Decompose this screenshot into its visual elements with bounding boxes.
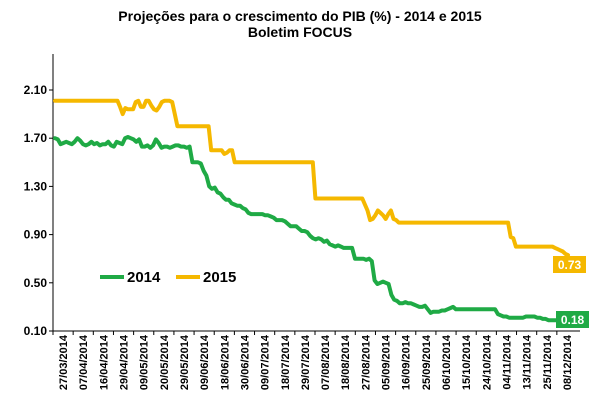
x-tick-label: 05/09/2014 (381, 334, 393, 390)
legend-label-2015: 2015 (203, 269, 236, 286)
x-tick-label: 27/08/2014 (360, 334, 372, 390)
axes (52, 54, 580, 332)
x-tick-label: 07/04/2014 (78, 334, 90, 390)
x-tick-label: 25/09/2014 (421, 334, 433, 390)
x-tick-label: 29/05/2014 (179, 334, 191, 390)
x-tick-label: 27/03/2014 (58, 334, 70, 390)
series-line-2014 (53, 135, 570, 324)
end-label-2014-box (556, 311, 589, 328)
legend: 2014 2015 (100, 269, 236, 286)
series-line-2015 (53, 98, 570, 258)
x-tick-label: 06/10/2014 (441, 334, 453, 390)
x-tick-label: 29/04/2014 (119, 334, 131, 390)
end-label-2015: 0.73 (558, 258, 582, 272)
x-tick-label: 13/11/2014 (522, 334, 534, 389)
x-tick-label: 08/12/2014 (562, 334, 574, 390)
y-tick-label: 0.50 (24, 276, 48, 290)
y-tick-label: 1.30 (24, 179, 48, 193)
x-tick-label: 04/11/2014 (501, 334, 513, 389)
end-label-2014: 0.18 (561, 313, 585, 327)
end-label-2015-box (553, 256, 586, 273)
chart-subtitle: Boletim FOCUS (248, 24, 352, 40)
x-tick-label: 25/11/2014 (542, 334, 554, 389)
x-tick-label: 15/10/2014 (461, 334, 473, 390)
x-ticks: 27/03/2014 07/04/2014 16/04/2014 29/04/2014… (52, 331, 574, 390)
x-tick-label: 07/08/2014 (320, 334, 332, 390)
y-tick-label: 0.90 (24, 228, 48, 242)
x-tick-label: 18/08/2014 (340, 334, 352, 390)
x-tick-label: 30/06/2014 (239, 334, 251, 390)
y-tick-label: 2.10 (24, 83, 48, 97)
y-tick-label: 0.10 (24, 324, 48, 338)
x-tick-label: 18/07/2014 (280, 334, 292, 390)
x-tick-label: 24/10/2014 (481, 334, 493, 390)
x-tick-label: 09/05/2014 (139, 334, 151, 390)
x-tick-label: 16/04/2014 (98, 334, 110, 390)
x-tick-label: 09/07/2014 (260, 334, 272, 390)
y-ticks: 2.10 1.70 1.30 0.90 0.50 0.10 (24, 83, 53, 338)
chart-title: Projeções para o crescimento do PIB (%) … (118, 8, 482, 24)
x-tick-label: 09/06/2014 (199, 334, 211, 390)
x-tick-label: 16/09/2014 (401, 334, 413, 390)
x-tick-label: 20/05/2014 (159, 334, 171, 390)
legend-label-2014: 2014 (127, 269, 161, 286)
y-tick-label: 1.70 (24, 131, 48, 145)
series-layer (53, 98, 570, 324)
x-tick-label: 29/07/2014 (300, 334, 312, 390)
end-labels: 0.73 0.18 (553, 256, 589, 328)
x-tick-label: 18/06/2014 (219, 334, 231, 390)
